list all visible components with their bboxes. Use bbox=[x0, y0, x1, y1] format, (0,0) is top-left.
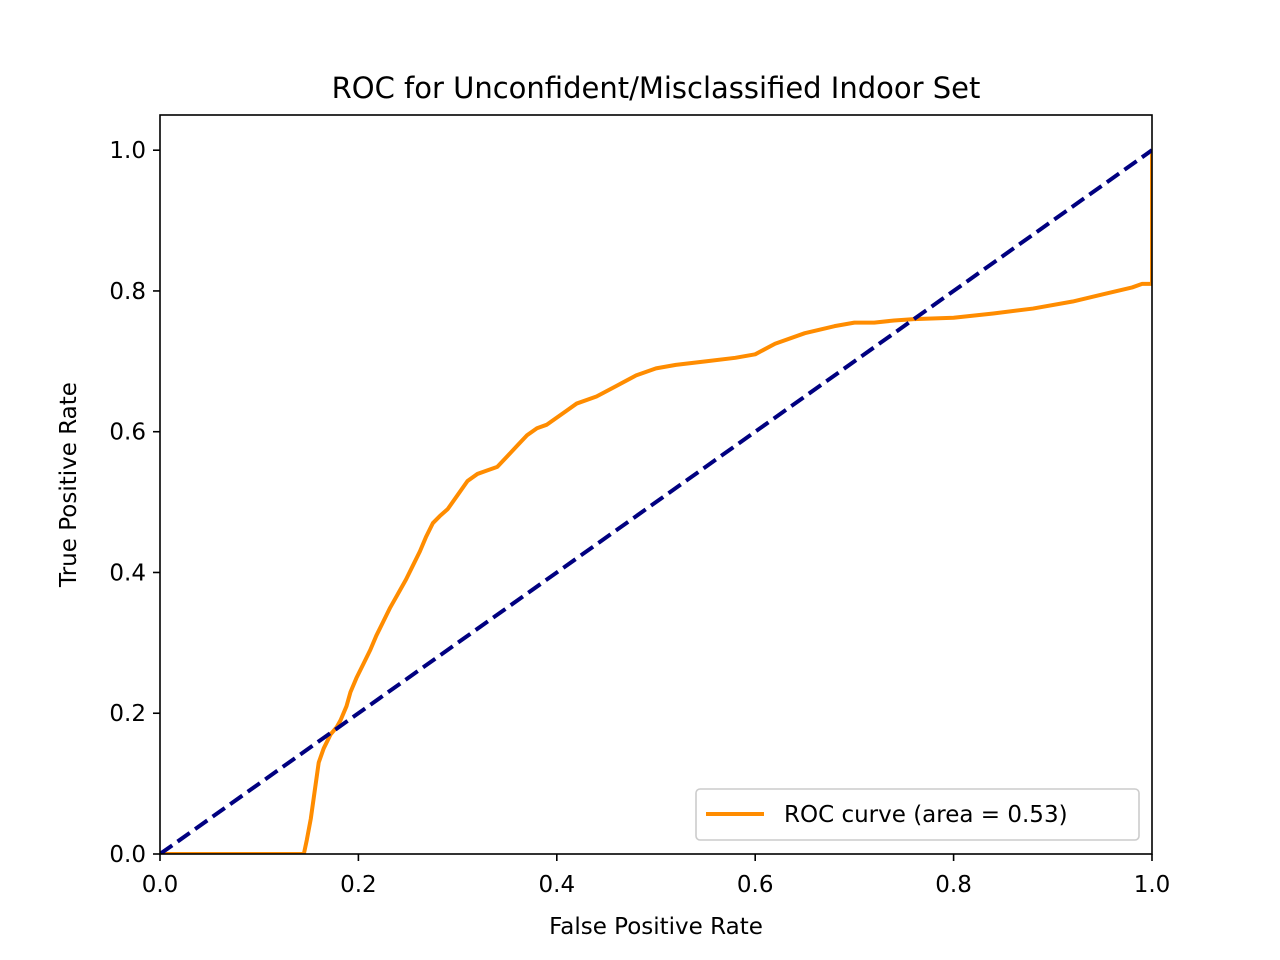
y-axis: 0.0 0.2 0.4 0.6 0.8 1.0 bbox=[109, 138, 160, 868]
x-tick-label: 0.4 bbox=[539, 872, 576, 898]
chance-diagonal-line bbox=[160, 148, 1152, 854]
legend-box bbox=[695, 788, 1140, 841]
x-tick-label: 0.6 bbox=[737, 872, 774, 898]
plot-area bbox=[160, 148, 1152, 854]
x-tick-label: 0.8 bbox=[935, 872, 972, 898]
y-tick-label: 0.8 bbox=[109, 279, 146, 305]
x-tick-label: 0.0 bbox=[142, 872, 179, 898]
x-axis: 0.0 0.2 0.4 0.6 0.8 1.0 bbox=[142, 854, 1171, 898]
legend-label-roc: ROC curve (area = 0.53) bbox=[784, 802, 1068, 828]
plot-frame bbox=[159, 114, 1153, 855]
x-tick-label: 0.2 bbox=[340, 872, 377, 898]
y-tick-label: 1.0 bbox=[109, 138, 146, 164]
roc-curve-line bbox=[160, 150, 1152, 854]
legend: ROC curve (area = 0.53) bbox=[695, 788, 1140, 841]
y-axis-title: True Positive Rate bbox=[56, 382, 82, 588]
chart-title: ROC for Unconfident/Misclassified Indoor… bbox=[332, 71, 981, 105]
y-tick-label: 0.6 bbox=[109, 420, 146, 446]
y-tick-label: 0.0 bbox=[109, 842, 146, 868]
y-tick-label: 0.2 bbox=[109, 701, 146, 727]
y-tick-label: 0.4 bbox=[109, 560, 146, 586]
x-axis-title: False Positive Rate bbox=[549, 914, 763, 940]
x-tick-label: 1.0 bbox=[1134, 872, 1171, 898]
